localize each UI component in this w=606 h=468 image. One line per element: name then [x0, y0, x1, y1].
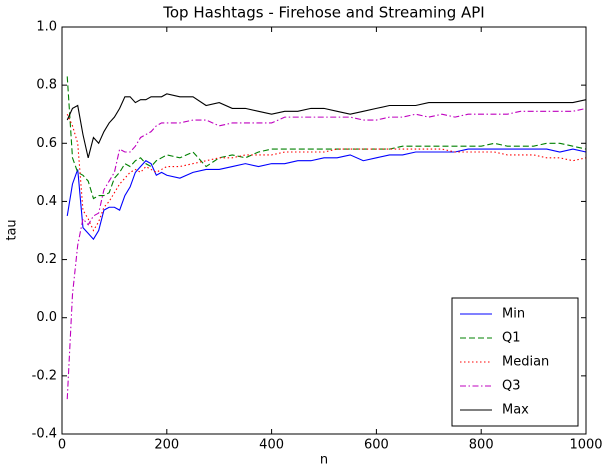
y-tick-label: 0.4	[36, 194, 57, 209]
series-line	[66, 93, 587, 158]
x-axis-label: n	[320, 453, 328, 468]
y-tick-label: -0.4	[32, 427, 57, 442]
x-tick-label: 200	[154, 438, 179, 453]
x-tick-label: 400	[259, 438, 284, 453]
legend-label: Median	[502, 355, 549, 370]
y-axis-label: tau	[5, 219, 20, 240]
y-tick-label: 0.6	[36, 136, 57, 151]
series-line	[66, 113, 587, 232]
legend-label: Min	[502, 307, 525, 322]
y-tick-label: 0.0	[36, 310, 57, 325]
series-line	[66, 107, 587, 400]
plot-frame	[61, 26, 587, 435]
x-tick-label: 800	[469, 438, 494, 453]
y-tick-label: 0.2	[36, 252, 57, 267]
series-line	[66, 148, 587, 241]
y-tick-label: 0.8	[36, 78, 57, 93]
x-tick-label: 0	[58, 438, 66, 453]
chart-title: Top Hashtags - Firehose and Streaming AP…	[162, 4, 484, 22]
legend-label: Q3	[502, 379, 521, 394]
x-tick-label: 600	[364, 438, 389, 453]
y-tick-label: 1.0	[36, 20, 57, 35]
series-line	[66, 76, 587, 200]
x-tick-label: 1000	[569, 438, 602, 453]
legend-label: Max	[502, 403, 529, 418]
legend-label: Q1	[502, 331, 521, 346]
y-tick-label: -0.2	[32, 368, 57, 383]
